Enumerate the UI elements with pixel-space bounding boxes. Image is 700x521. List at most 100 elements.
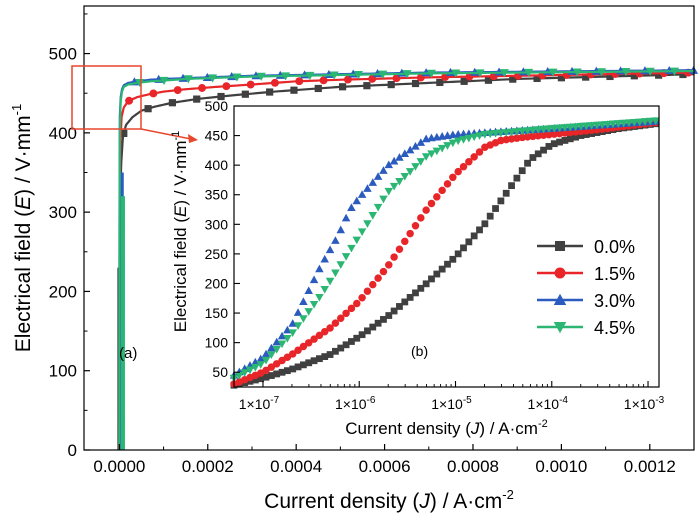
inset-data-point: [529, 154, 537, 161]
inset-x-tick-label: 1×10-7: [239, 395, 280, 412]
inset-data-point: [651, 117, 660, 126]
inset-data-point: [299, 361, 307, 369]
inset-data-point: [395, 177, 404, 186]
inset-data-point: [460, 244, 467, 252]
inset-data-point: [363, 184, 372, 192]
inset-data-point: [257, 375, 265, 383]
legend: 0.0% 1.5% 3.0% 4.5%: [537, 237, 635, 338]
data-point: [679, 70, 687, 79]
inset-data-point: [598, 121, 607, 129]
data-point: [183, 75, 193, 84]
inset-data-point: [395, 245, 404, 253]
inset-data-point: [341, 213, 351, 222]
inset-x-tick-base: 1×10: [335, 396, 367, 412]
inset-data-point: [401, 237, 409, 246]
inset-data-point: [416, 138, 426, 146]
inset-data-point: [304, 339, 313, 347]
inset-data-point: [347, 244, 356, 253]
inset-data-point: [635, 118, 644, 127]
series-4.5%: [118, 67, 695, 451]
y-axis-label: Electrical field (E) / V·mm-1: [9, 104, 35, 352]
inset-data-point: [321, 353, 329, 360]
data-point: [256, 72, 266, 81]
inset-data-point: [470, 153, 478, 161]
data-point: [670, 67, 680, 76]
data-point: [338, 83, 347, 91]
inset-data-point: [443, 180, 452, 188]
data-point: [572, 68, 582, 77]
data-point: [655, 71, 663, 79]
y-label-text: Electrical field (: [12, 210, 35, 352]
inset-data-point: [508, 182, 515, 190]
inset-data-point: [524, 159, 531, 167]
inset-data-point: [630, 118, 639, 127]
inset-y-tick-label: 100: [205, 335, 229, 351]
data-point: [159, 76, 169, 85]
inset-data-point: [240, 369, 249, 377]
legend-label: 3.0%: [594, 291, 635, 311]
inset-data-point: [337, 314, 345, 322]
inset-data-point: [427, 199, 436, 208]
inset-data-point: [299, 342, 308, 351]
inset-data-point: [428, 275, 435, 283]
zoom-arrow: [140, 128, 197, 141]
inset-data-point: [411, 163, 420, 171]
y-tick-label: 0: [68, 441, 77, 460]
y-label-unit: ) / V·mm: [12, 115, 35, 195]
inset-data-point: [566, 135, 574, 143]
inset-data-point: [352, 236, 362, 245]
data-point: [354, 71, 363, 80]
data-point: [198, 84, 206, 92]
inset-data-point: [245, 366, 255, 375]
inset-data-point: [576, 122, 586, 131]
inset-data-point: [481, 220, 489, 228]
inset-x-tick-exp: -3: [655, 395, 664, 406]
inset-data-point: [396, 303, 403, 310]
inset-series-1.5%: [230, 118, 660, 388]
inset-data-point: [342, 341, 350, 349]
inset-data-point: [497, 197, 505, 205]
inset-data-point: [549, 124, 559, 133]
inset-data-point: [283, 325, 292, 334]
inset-data-point: [389, 182, 399, 191]
data-point: [363, 82, 371, 90]
inset-data-point: [332, 347, 339, 355]
inset-x-label-text: Current density (: [345, 419, 471, 438]
data-point: [606, 72, 614, 81]
inset-data-point: [545, 143, 553, 150]
inset-data-point: [512, 128, 522, 136]
inset-data-point: [465, 238, 473, 246]
inset-data-point: [374, 274, 382, 282]
inset-data-point: [438, 186, 446, 195]
inset-data-point: [412, 289, 419, 297]
data-point: [402, 70, 412, 79]
inset-y-tick-label: 150: [205, 305, 229, 321]
inset-data-point: [432, 147, 442, 156]
inset-data-point: [592, 121, 602, 130]
x-label-text: Current density (: [264, 490, 419, 513]
y-tick-label: 500: [49, 45, 77, 64]
inset-data-point: [619, 119, 628, 128]
data-point: [630, 72, 638, 80]
inset-data-point: [544, 125, 554, 133]
data-point: [582, 73, 590, 81]
inset-data-point: [368, 212, 378, 220]
inset-data-point: [304, 308, 313, 316]
data-point: [548, 68, 558, 77]
inset-y-tick-label: 200: [205, 275, 229, 291]
inset-data-point: [379, 267, 388, 276]
inset-data-point: [374, 319, 382, 327]
legend-label: 1.5%: [594, 264, 635, 284]
inset-data-point: [475, 148, 484, 156]
inset-data-point: [517, 127, 527, 136]
data-point: [645, 67, 655, 76]
inset-data-point: [390, 253, 398, 261]
inset-data-point: [309, 301, 319, 309]
inset-data-point: [421, 153, 431, 161]
y-tick-label: 400: [49, 124, 77, 143]
inset-y-tick-label: 350: [205, 187, 229, 203]
data-point: [533, 74, 541, 83]
inset-data-point: [267, 343, 276, 352]
inset-data-point: [640, 118, 650, 126]
x-label-exp: -2: [502, 487, 514, 502]
